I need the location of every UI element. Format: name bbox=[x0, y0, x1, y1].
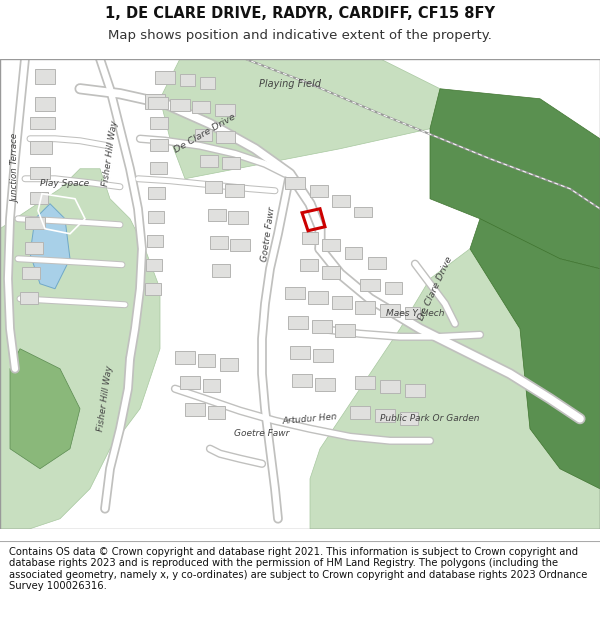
Polygon shape bbox=[380, 380, 400, 392]
Polygon shape bbox=[405, 384, 425, 397]
Text: De Clare Drive: De Clare Drive bbox=[173, 112, 238, 155]
Polygon shape bbox=[315, 378, 335, 391]
Polygon shape bbox=[10, 349, 80, 469]
Polygon shape bbox=[380, 304, 400, 317]
Polygon shape bbox=[148, 211, 164, 222]
Text: De Clare Drive: De Clare Drive bbox=[416, 256, 454, 322]
Polygon shape bbox=[354, 207, 372, 217]
Polygon shape bbox=[155, 71, 175, 84]
Polygon shape bbox=[150, 117, 168, 129]
Polygon shape bbox=[0, 169, 160, 529]
Polygon shape bbox=[308, 291, 328, 304]
Polygon shape bbox=[355, 376, 375, 389]
Polygon shape bbox=[332, 296, 352, 309]
Polygon shape bbox=[222, 157, 240, 169]
Polygon shape bbox=[30, 192, 48, 204]
Polygon shape bbox=[30, 204, 70, 289]
Polygon shape bbox=[332, 195, 350, 207]
Polygon shape bbox=[160, 59, 440, 179]
Polygon shape bbox=[345, 247, 362, 259]
Polygon shape bbox=[322, 266, 340, 279]
Polygon shape bbox=[146, 259, 162, 271]
Polygon shape bbox=[375, 409, 395, 422]
Polygon shape bbox=[192, 101, 210, 112]
Polygon shape bbox=[147, 235, 163, 247]
Polygon shape bbox=[285, 177, 305, 189]
Polygon shape bbox=[170, 99, 190, 111]
Polygon shape bbox=[470, 219, 600, 489]
Polygon shape bbox=[230, 239, 250, 251]
Text: Contains OS data © Crown copyright and database right 2021. This information is : Contains OS data © Crown copyright and d… bbox=[9, 546, 587, 591]
Polygon shape bbox=[25, 242, 43, 254]
Text: Play Space: Play Space bbox=[40, 179, 89, 188]
Polygon shape bbox=[150, 162, 167, 174]
Polygon shape bbox=[335, 324, 355, 337]
Polygon shape bbox=[195, 129, 212, 141]
Polygon shape bbox=[430, 89, 600, 269]
Polygon shape bbox=[208, 406, 225, 419]
Polygon shape bbox=[180, 74, 195, 86]
Polygon shape bbox=[225, 184, 244, 197]
Text: Fisher Hill Way: Fisher Hill Way bbox=[96, 365, 114, 432]
Polygon shape bbox=[310, 249, 600, 529]
Polygon shape bbox=[322, 239, 340, 251]
Polygon shape bbox=[208, 209, 226, 221]
Polygon shape bbox=[212, 264, 230, 277]
Polygon shape bbox=[148, 97, 168, 109]
Polygon shape bbox=[292, 374, 312, 387]
Text: Fisher Hill Way: Fisher Hill Way bbox=[101, 120, 119, 188]
Polygon shape bbox=[150, 139, 168, 151]
Polygon shape bbox=[35, 69, 55, 84]
Polygon shape bbox=[145, 282, 161, 295]
Polygon shape bbox=[216, 131, 235, 142]
Polygon shape bbox=[205, 181, 222, 192]
Polygon shape bbox=[200, 77, 215, 89]
Polygon shape bbox=[148, 187, 165, 199]
Polygon shape bbox=[285, 287, 305, 299]
Text: Goetre Fawr: Goetre Fawr bbox=[235, 429, 290, 438]
Polygon shape bbox=[200, 155, 218, 167]
Polygon shape bbox=[22, 267, 40, 279]
Text: Goetre Fawr: Goetre Fawr bbox=[260, 206, 277, 262]
Polygon shape bbox=[20, 292, 38, 304]
Text: 1, DE CLARE DRIVE, RADYR, CARDIFF, CF15 8FY: 1, DE CLARE DRIVE, RADYR, CARDIFF, CF15 … bbox=[105, 6, 495, 21]
Polygon shape bbox=[180, 376, 200, 389]
Text: Public Park Or Garden: Public Park Or Garden bbox=[380, 414, 480, 423]
Polygon shape bbox=[220, 357, 238, 371]
Polygon shape bbox=[300, 259, 318, 271]
Polygon shape bbox=[198, 354, 215, 367]
Polygon shape bbox=[185, 402, 205, 416]
Text: Maes Y Llech: Maes Y Llech bbox=[386, 309, 444, 318]
Polygon shape bbox=[313, 349, 333, 362]
Polygon shape bbox=[368, 257, 386, 269]
Text: Junction Terrace: Junction Terrace bbox=[11, 134, 20, 203]
Polygon shape bbox=[312, 320, 332, 332]
Polygon shape bbox=[355, 301, 375, 314]
Polygon shape bbox=[302, 232, 318, 244]
Polygon shape bbox=[203, 379, 220, 392]
Text: Artudur Hen: Artudur Hen bbox=[282, 412, 338, 426]
Polygon shape bbox=[385, 282, 402, 294]
Polygon shape bbox=[30, 141, 52, 154]
Polygon shape bbox=[228, 211, 248, 224]
Polygon shape bbox=[25, 217, 45, 229]
Polygon shape bbox=[35, 97, 55, 111]
Polygon shape bbox=[360, 279, 380, 291]
Polygon shape bbox=[30, 167, 50, 179]
Polygon shape bbox=[215, 104, 235, 116]
Polygon shape bbox=[145, 94, 165, 109]
Polygon shape bbox=[30, 117, 55, 129]
Polygon shape bbox=[210, 236, 228, 249]
Polygon shape bbox=[175, 351, 195, 364]
Polygon shape bbox=[290, 346, 310, 359]
Text: Playing Field: Playing Field bbox=[259, 79, 321, 89]
Polygon shape bbox=[400, 412, 418, 425]
Polygon shape bbox=[310, 185, 328, 197]
Polygon shape bbox=[350, 406, 370, 419]
Polygon shape bbox=[288, 316, 308, 329]
Text: Map shows position and indicative extent of the property.: Map shows position and indicative extent… bbox=[108, 29, 492, 42]
Polygon shape bbox=[405, 307, 420, 319]
